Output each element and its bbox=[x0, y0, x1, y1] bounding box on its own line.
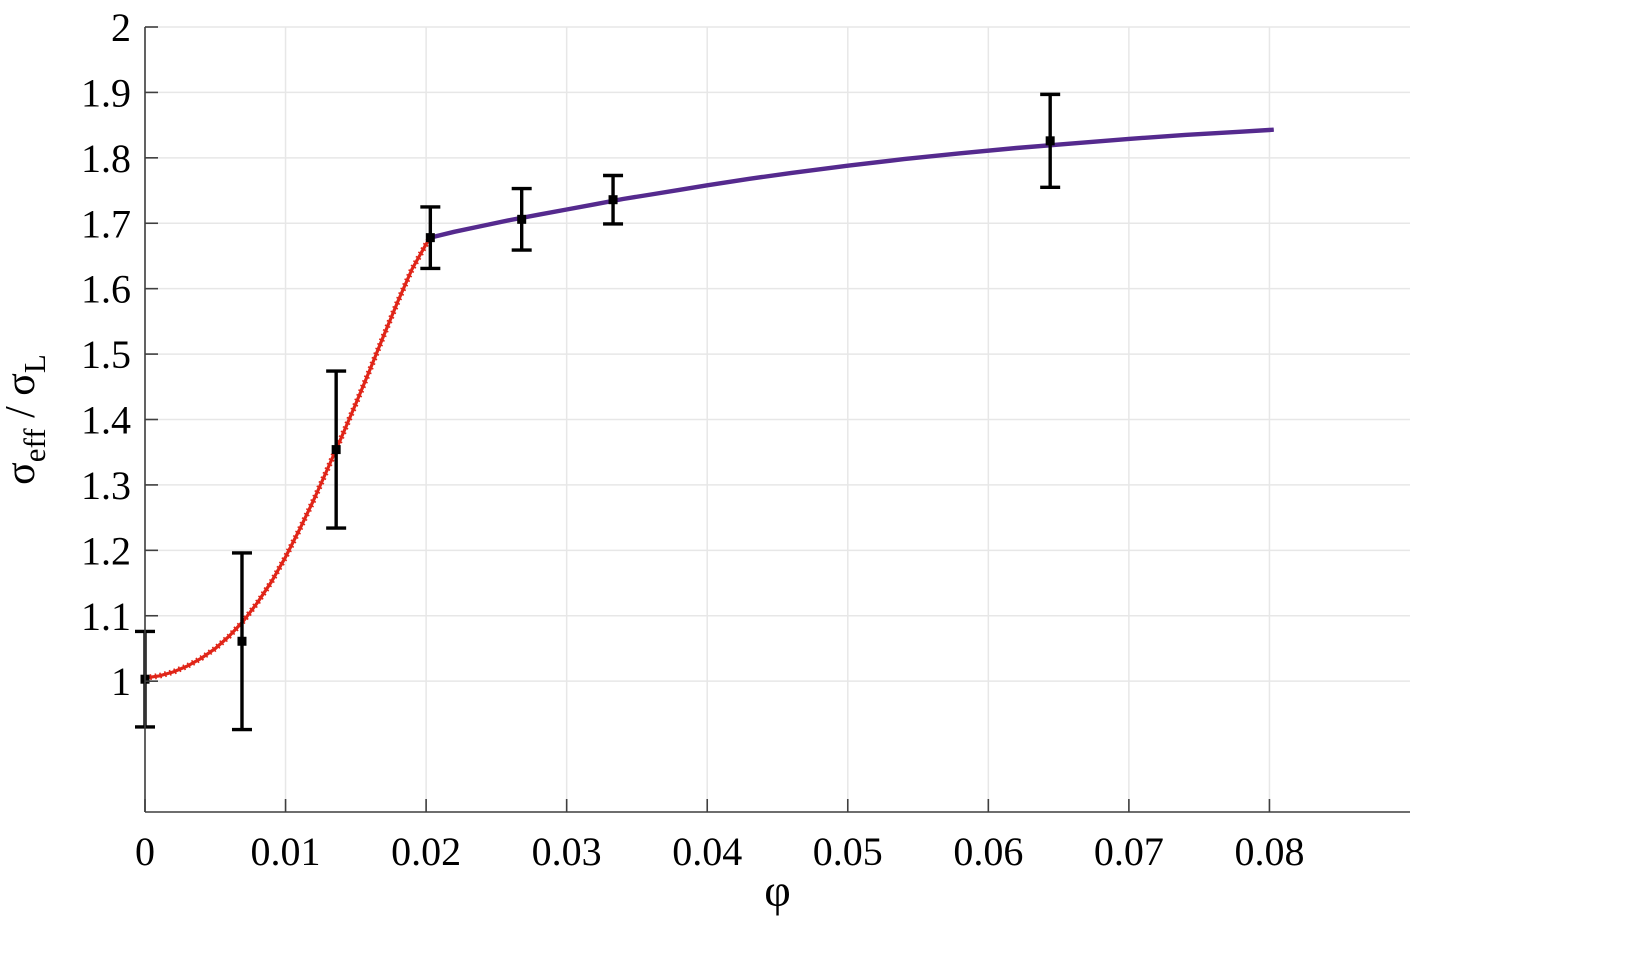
data-point-3 bbox=[420, 205, 441, 271]
y-tick-label: 1.7 bbox=[81, 201, 131, 246]
data-point-1 bbox=[231, 551, 252, 732]
x-tick-label: 0.05 bbox=[813, 829, 883, 874]
y-tick-label: 1.6 bbox=[81, 267, 131, 312]
y-tick-label: 1.2 bbox=[81, 528, 131, 573]
x-tick-label: 0.08 bbox=[1234, 829, 1304, 874]
y-tick-label: 1.3 bbox=[81, 463, 131, 508]
x-tick-label: 0.04 bbox=[672, 829, 742, 874]
data-marker bbox=[517, 214, 527, 224]
y-tick-label: 1.9 bbox=[81, 70, 131, 115]
data-point-2 bbox=[326, 369, 347, 530]
x-tick-label: 0.07 bbox=[1094, 829, 1164, 874]
x-tick-label: 0.01 bbox=[251, 829, 321, 874]
axis-layer bbox=[144, 26, 1410, 813]
y-tick-label: 2 bbox=[111, 5, 131, 50]
curve-fit-low-phi-dots bbox=[144, 236, 433, 681]
grid-layer bbox=[144, 26, 1410, 812]
x-tick-label: 0.03 bbox=[532, 829, 602, 874]
y-tick-label: 1 bbox=[111, 659, 131, 704]
y-axis-label-subscript: L bbox=[17, 354, 52, 373]
x-axis-label: φ bbox=[764, 865, 791, 916]
y-tick-label: 1.5 bbox=[81, 332, 131, 377]
data-marker bbox=[1045, 136, 1055, 146]
tick-label-layer: 0 0.01 0.02 0.03 0.04 0.05 0.06 0.07 0.08 1 1.1 1.2… bbox=[81, 5, 1304, 874]
x-tick-label: 0 bbox=[135, 829, 155, 874]
y-axis-label-part: σ bbox=[0, 373, 44, 396]
data-point-4 bbox=[511, 186, 532, 252]
data-point-6 bbox=[1040, 92, 1061, 189]
y-axis-label-subscript: eff bbox=[17, 428, 52, 463]
data-marker bbox=[425, 233, 435, 243]
data-marker bbox=[237, 636, 247, 646]
x-tick-label: 0.06 bbox=[953, 829, 1023, 874]
data-point-5 bbox=[603, 173, 624, 226]
y-axis-label-part: / bbox=[0, 396, 44, 429]
curve-fit-high-phi bbox=[429, 128, 1274, 240]
y-tick-label: 1.4 bbox=[81, 398, 131, 443]
y-axis-label: σeff / σL bbox=[0, 354, 52, 485]
y-tick-label: 1.1 bbox=[81, 594, 131, 639]
data-marker bbox=[331, 445, 341, 455]
data-marker bbox=[608, 195, 618, 205]
x-tick-label: 0.02 bbox=[391, 829, 461, 874]
curve-layer bbox=[144, 127, 1274, 681]
y-tick-label: 1.8 bbox=[81, 136, 131, 181]
curve-fit-high-phi-bold bbox=[429, 127, 1274, 240]
errorbar-layer bbox=[135, 92, 1061, 732]
curve-fit-low-phi bbox=[144, 236, 432, 680]
y-axis-label-part: σ bbox=[0, 462, 44, 485]
